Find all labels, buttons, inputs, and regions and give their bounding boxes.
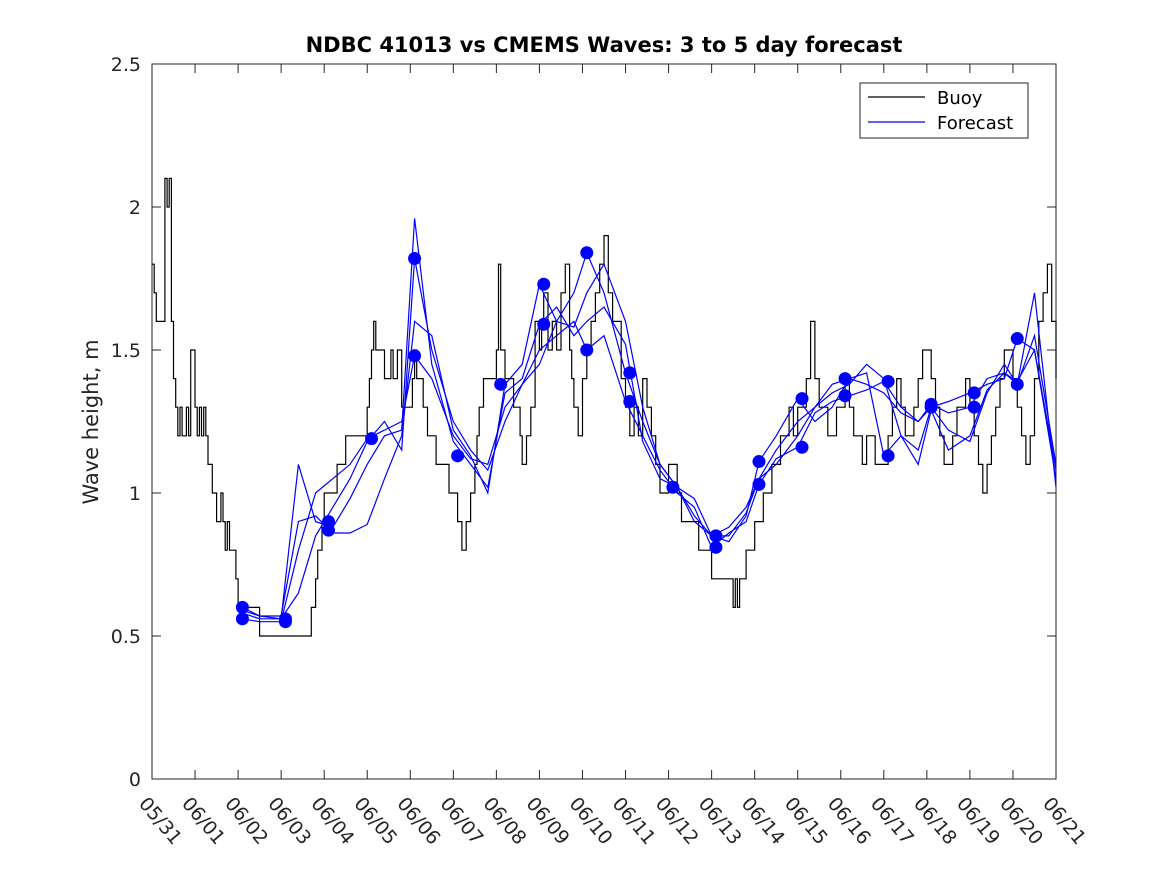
y-tick-label: 0 [129,769,141,791]
forecast-marker [623,394,637,408]
forecast-marker [795,392,809,406]
forecast-series-line [242,262,1057,617]
y-tick-label: 1 [129,483,141,505]
forecast-marker [278,615,292,629]
forecast-marker [709,529,723,543]
axes-box [151,63,1057,780]
forecast-marker [666,480,680,494]
forecast-series-line [242,320,1057,623]
legend-forecast-label: Forecast [937,113,1013,134]
forecast-marker [365,432,379,446]
forecast-marker [321,523,335,537]
forecast-marker [838,389,852,403]
forecast-marker [795,440,809,454]
forecast-marker [408,349,422,363]
legend: Buoy Forecast [859,82,1029,139]
forecast-marker [623,366,637,380]
forecast-marker [881,449,895,463]
forecast-marker [1010,332,1024,346]
y-axis-label: Wave height, m [79,339,103,504]
forecast-marker [580,246,594,260]
y-tick-label: 2.5 [111,54,141,76]
forecast-marker [967,386,981,400]
buoy-series-line [152,177,1057,637]
forecast-marker [494,377,508,391]
forecast-marker [838,372,852,386]
forecast-marker [537,317,551,331]
y-tick-label: 0.5 [111,626,141,648]
forecast-marker [924,400,938,414]
legend-buoy-label: Buoy [937,88,983,109]
forecast-marker [537,277,551,291]
forecast-marker [967,400,981,414]
forecast-marker [752,455,766,469]
forecast-marker [881,374,895,388]
forecast-marker [235,612,249,626]
y-tick-label: 2 [129,197,141,219]
forecast-marker [451,449,465,463]
forecast-marker [1010,377,1024,391]
forecast-marker [580,343,594,357]
chart-title: NDBC 41013 vs CMEMS Waves: 3 to 5 day fo… [306,33,903,57]
y-tick-label: 1.5 [111,340,141,362]
legend-box [859,82,1029,139]
forecast-marker [709,540,723,554]
forecast-marker [752,477,766,491]
forecast-series-line [242,218,1057,620]
forecast-marker [235,600,249,614]
forecast-marker [408,251,422,265]
